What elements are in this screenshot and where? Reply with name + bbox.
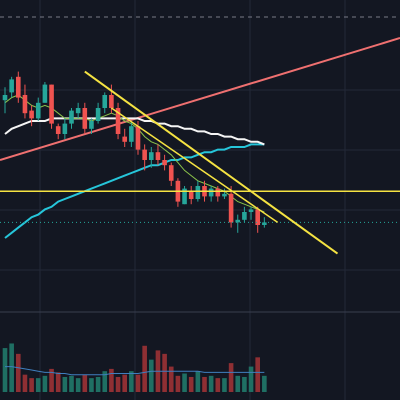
candle-body xyxy=(75,108,81,114)
candle-body xyxy=(9,79,14,93)
volume-bar xyxy=(235,375,241,392)
volume-bar xyxy=(228,363,234,392)
volume-bar xyxy=(162,353,167,392)
volume-bar xyxy=(215,378,221,392)
volume-bar xyxy=(242,376,247,392)
volume-pane[interactable] xyxy=(2,343,267,392)
candle-body xyxy=(228,193,234,223)
candle-body xyxy=(222,193,227,197)
candle-body xyxy=(115,108,121,134)
volume-bar xyxy=(208,375,214,392)
candle-body xyxy=(49,84,54,124)
candle-body xyxy=(248,209,254,212)
candle-body xyxy=(235,219,241,223)
candle-body xyxy=(102,95,108,108)
candle-body xyxy=(155,152,161,160)
candle-body xyxy=(262,222,267,225)
candle-body xyxy=(62,123,68,134)
volume-bar xyxy=(69,375,74,392)
candle-body xyxy=(16,76,21,98)
candle-body xyxy=(149,152,154,160)
volume-bar xyxy=(49,368,54,392)
ma-short-line xyxy=(4,94,265,213)
candle-body xyxy=(82,108,88,129)
volume-bar xyxy=(182,373,187,392)
candle-body xyxy=(129,126,134,142)
candle-body xyxy=(122,136,127,142)
volume-bar xyxy=(135,374,141,392)
candle-body xyxy=(22,95,28,114)
volume-bar xyxy=(129,371,134,392)
volume-bar xyxy=(248,366,254,392)
volume-bar xyxy=(262,375,267,392)
price-pane[interactable] xyxy=(0,37,400,255)
volume-bar xyxy=(142,345,147,392)
volume-bar xyxy=(255,357,260,392)
candle-body xyxy=(208,188,214,197)
volume-bar xyxy=(42,375,48,392)
candle-body xyxy=(162,160,167,166)
volume-bar xyxy=(122,374,127,392)
volume-bar xyxy=(102,371,108,392)
candle-body xyxy=(215,188,221,197)
volume-bar xyxy=(202,376,207,392)
candle-body xyxy=(182,188,187,205)
trendline-main xyxy=(84,70,339,255)
ma-teal-line xyxy=(4,143,265,239)
candle-body xyxy=(55,126,61,134)
candle-body xyxy=(2,95,8,101)
candle-body xyxy=(69,110,74,124)
ma-mid-line xyxy=(4,117,265,146)
volume-bar xyxy=(149,359,154,392)
volume-bar xyxy=(109,368,114,392)
candle-body xyxy=(135,126,141,150)
candle-body xyxy=(42,84,48,103)
volume-bar xyxy=(115,376,121,392)
candle-body xyxy=(89,121,94,129)
candle-body xyxy=(109,95,114,108)
candle-body xyxy=(142,149,147,160)
candle-body xyxy=(255,209,260,225)
volume-bar xyxy=(195,371,201,392)
volume-bar xyxy=(89,378,94,392)
candle-body xyxy=(242,212,247,220)
candle-body xyxy=(168,165,174,181)
volume-bar xyxy=(16,353,21,392)
volume-bar xyxy=(168,366,174,392)
candle-body xyxy=(35,102,41,119)
volume-bar xyxy=(175,375,181,392)
volume-ma-line xyxy=(5,366,265,376)
volume-bar xyxy=(55,372,61,392)
volume-bar xyxy=(22,374,28,392)
volume-bar xyxy=(95,376,101,392)
volume-bar xyxy=(62,376,68,392)
drawing-tools[interactable] xyxy=(0,70,400,255)
candle-body xyxy=(188,191,194,199)
volume-bar xyxy=(75,378,81,392)
volume-bar xyxy=(2,348,8,392)
volume-bar xyxy=(82,374,88,392)
ma-long-line xyxy=(0,37,400,161)
volume-bar xyxy=(188,376,194,392)
volume-bar xyxy=(9,343,14,392)
volume-bar xyxy=(35,378,41,392)
candle-body xyxy=(95,108,101,121)
moving-average-lines xyxy=(0,37,400,239)
volume-bar xyxy=(222,378,227,392)
trendline-secondary xyxy=(110,107,279,224)
candle-body xyxy=(195,186,201,199)
volume-bar xyxy=(29,378,34,392)
candle-body xyxy=(29,110,34,119)
